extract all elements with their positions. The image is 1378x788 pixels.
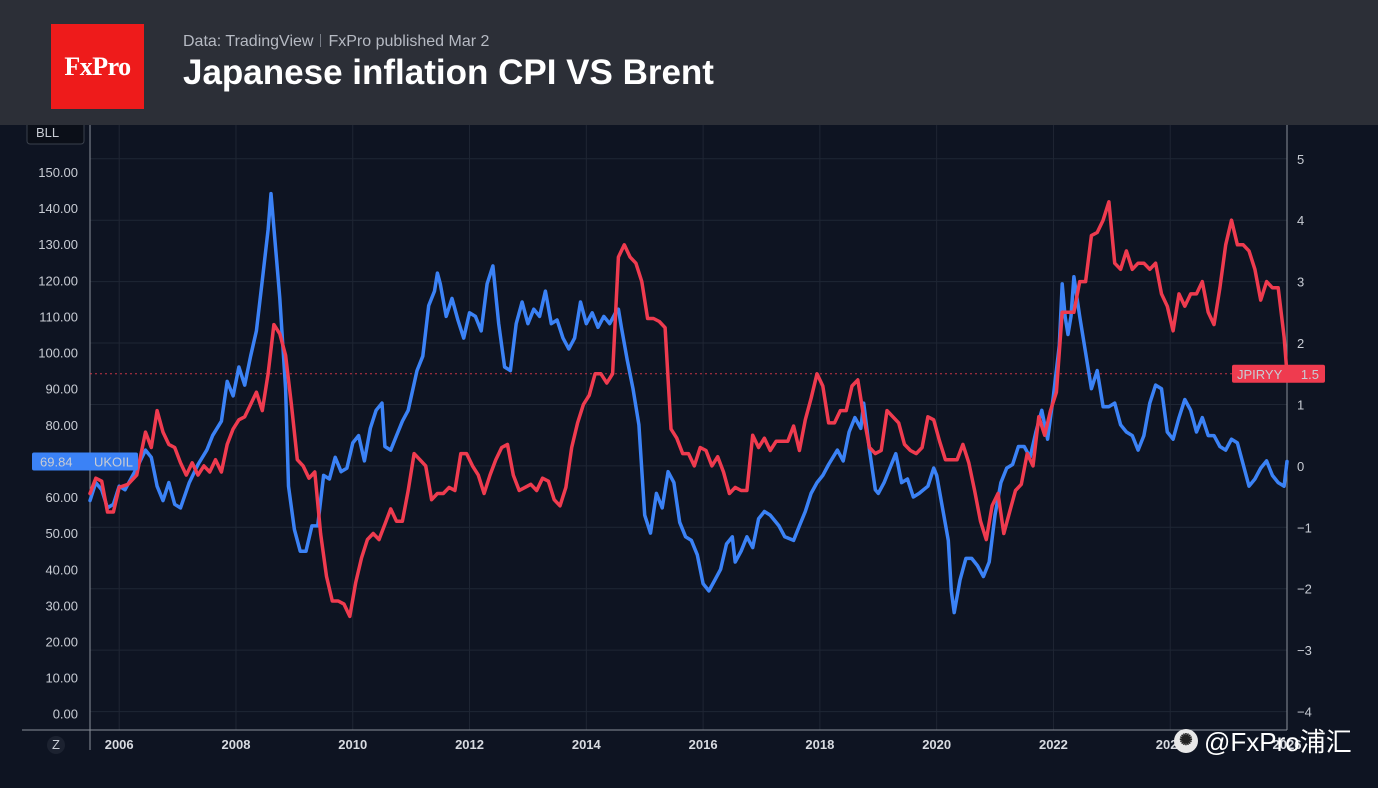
right-tick-label: 3 <box>1297 275 1304 290</box>
corner-label: Z <box>52 737 60 752</box>
left-tick-label: 20.00 <box>45 635 78 650</box>
left-tick-label: 0.00 <box>53 707 78 722</box>
right-tick-label: 2 <box>1297 336 1304 351</box>
x-tick-label: 2016 <box>689 737 718 752</box>
right-tick-label: 1 <box>1297 397 1304 412</box>
series-line-jpiryy <box>88 200 1289 619</box>
weibo-icon: ✺ <box>1174 728 1198 753</box>
watermark-text: @FxPro浦汇 <box>1204 727 1352 757</box>
right-tick-label: −1 <box>1297 520 1312 535</box>
series-line-ukoil <box>88 191 1289 615</box>
chart-frame: BLL Z <box>22 125 1288 754</box>
x-tick-label: 2018 <box>805 737 834 752</box>
left-tick-label: 100.00 <box>38 346 78 361</box>
x-tick-label: 2022 <box>1039 737 1068 752</box>
right-tick-label: 4 <box>1297 213 1304 228</box>
left-tick-label: 50.00 <box>45 526 78 541</box>
left-tick-label: 140.00 <box>38 201 78 216</box>
x-axis: 2006 2008 2010 2012 2014 2016 2018 2020 2022 2024… <box>105 737 1302 752</box>
x-tick-label: 2026 <box>1273 737 1302 752</box>
source-line: Data: TradingView FxPro published Mar 2 <box>183 33 489 51</box>
chart-header: FxPro Data: TradingView FxPro published M… <box>0 0 1378 125</box>
left-tick-label: 120.00 <box>38 273 78 288</box>
right-tick-label: 0 <box>1297 459 1304 474</box>
x-tick-label: 2020 <box>922 737 951 752</box>
left-tick-label: 60.00 <box>45 490 78 505</box>
left-tick-label: 150.00 <box>38 165 78 180</box>
x-tick-label: 2010 <box>338 737 367 752</box>
source-text: Data: TradingView <box>183 33 314 50</box>
jpiryy-badge-value: 1.5 <box>1301 367 1319 382</box>
corner-button <box>47 736 65 754</box>
publisher-text: FxPro published Mar 2 <box>328 33 490 50</box>
chart-title: Japanese inflation CPI VS Brent <box>183 53 714 92</box>
left-tick-label: 30.00 <box>45 598 78 613</box>
watermark: ✺ @FxPro浦汇 <box>1174 722 1352 759</box>
left-tick-label: 130.00 <box>38 237 78 252</box>
right-tick-label: −2 <box>1297 582 1312 597</box>
x-tick-label: 2012 <box>455 737 484 752</box>
ukoil-badge-name: UKOIL <box>94 454 133 469</box>
value-badges: JPIRYY 1.5 69.84 UKOIL <box>32 364 1325 471</box>
separator <box>320 34 322 47</box>
right-axis: −4 −3 −2 −1 0 1 2 3 4 5 <box>1297 152 1312 720</box>
right-tick-label: −4 <box>1297 705 1312 720</box>
jpiryy-badge-name: JPIRYY <box>1237 367 1283 382</box>
unit-badge <box>26 125 85 145</box>
ukoil-badge-value: 69.84 <box>40 454 73 469</box>
left-tick-label: 10.00 <box>45 671 78 686</box>
jpiryy-badge <box>1232 364 1325 383</box>
left-tick-label: 40.00 <box>45 562 78 577</box>
left-tick-label: 90.00 <box>45 382 78 397</box>
x-tick-label: 2014 <box>572 737 602 752</box>
left-axis: 0.0010.0020.0030.0040.0050.0060.0070.008… <box>38 165 78 722</box>
x-tick-label: 2006 <box>105 737 134 752</box>
x-tick-label: 2008 <box>222 737 251 752</box>
left-tick-label: 110.00 <box>39 309 78 324</box>
fxpro-logo: FxPro <box>51 24 144 109</box>
left-tick-label: 80.00 <box>45 418 78 433</box>
right-tick-label: 5 <box>1297 152 1304 167</box>
unit-badge-label: BLL <box>36 125 59 140</box>
series-layer <box>88 191 1293 619</box>
right-tick-label: −3 <box>1297 643 1312 658</box>
ukoil-badge <box>32 452 138 471</box>
